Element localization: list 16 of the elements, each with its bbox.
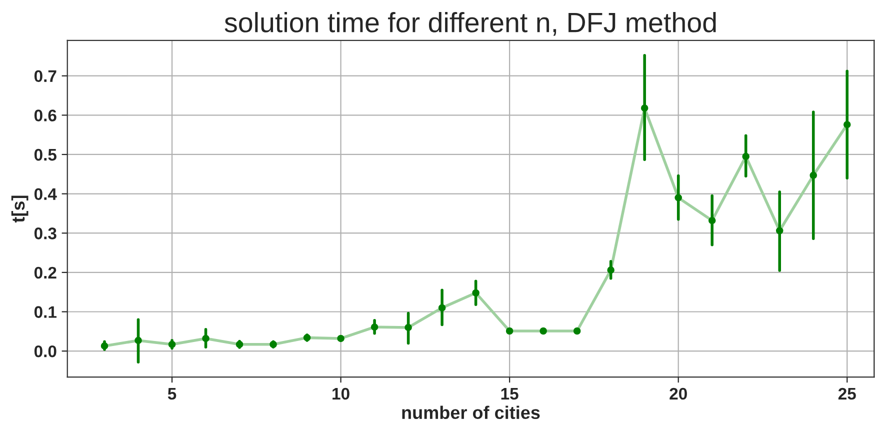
x-tick-label: 25 bbox=[838, 388, 856, 400]
y-tick-label: 0.6 bbox=[34, 110, 56, 122]
chart-title: solution time for different n, DFJ method bbox=[224, 12, 716, 36]
y-tick-label: 0.4 bbox=[34, 188, 57, 200]
x-tick-label: 15 bbox=[501, 388, 518, 400]
y-tick-label: 0.7 bbox=[34, 70, 56, 82]
x-tick-label: 10 bbox=[332, 388, 350, 400]
y-tick-label: 0.3 bbox=[34, 228, 56, 240]
x-axis-title: number of cities bbox=[402, 406, 540, 420]
x-tick-label: 20 bbox=[670, 388, 687, 400]
y-tick-label: 0.1 bbox=[34, 306, 56, 318]
x-tick-label: 5 bbox=[168, 388, 176, 400]
y-axis-title: t[s] bbox=[11, 196, 28, 223]
y-tick-label: 0.0 bbox=[34, 345, 56, 358]
y-tick-label: 0.5 bbox=[34, 148, 56, 161]
y-tick-label: 0.2 bbox=[34, 266, 56, 279]
